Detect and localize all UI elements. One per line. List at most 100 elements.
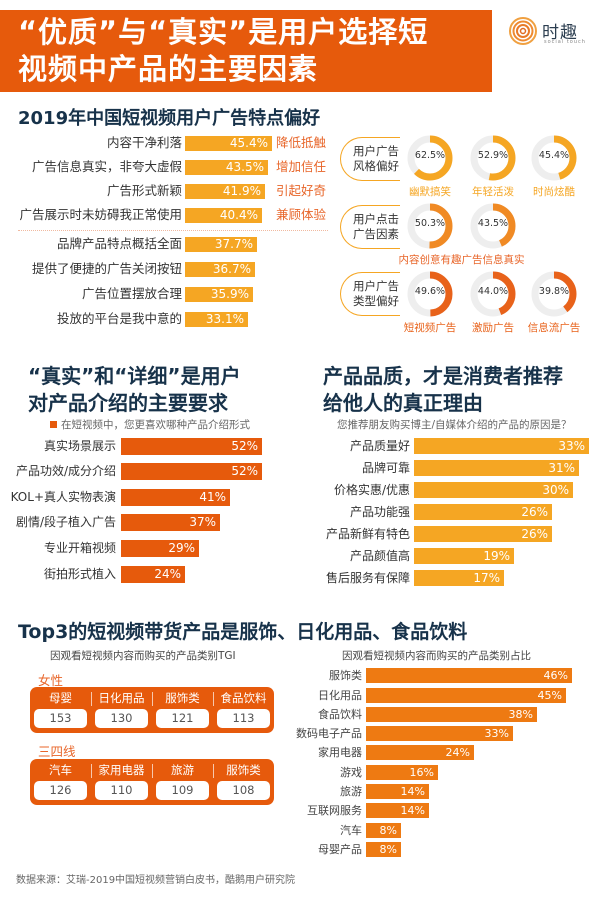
s4-value: 8%	[379, 843, 397, 856]
s2-label: 剧情/段子植入广告	[15, 515, 116, 529]
s3-label: 产品新鲜有特色	[325, 527, 410, 541]
title-banner: “优质”与“真实”是用户选择短 视频中产品的主要因素	[0, 10, 492, 92]
donut-chart: 52.9% 年轻活泼	[469, 134, 517, 198]
s2-bar: 29%	[121, 540, 199, 557]
s1-label: 投放的平台是我中意的	[56, 311, 182, 326]
s1-value: 45.4%	[229, 136, 268, 150]
donut-value: 45.4%	[538, 150, 570, 161]
section1-title: 2019年中国短视频用户广告特点偏好	[18, 108, 321, 129]
s4-bar: 8%	[366, 823, 401, 838]
s1-bar: 41.9%	[185, 184, 265, 199]
s4-value: 14%	[400, 804, 425, 817]
tgi-group-label: 三四线	[38, 744, 76, 759]
s4-label: 服饰类	[329, 669, 362, 682]
s1-label: 广告位置摆放合理	[81, 286, 182, 301]
donut-label: 广告信息真实	[461, 254, 525, 266]
s4-bar: 46%	[366, 668, 572, 683]
dotted-divider	[18, 230, 328, 231]
s1-value: 36.7%	[212, 262, 251, 276]
s1-label: 广告信息真实，非夸大虚假	[31, 159, 182, 174]
tgi-value: 113	[217, 709, 270, 728]
section2-legend: 在短视频中，您更喜欢哪种产品介绍形式	[61, 419, 250, 431]
donut-value: 50.3%	[414, 218, 446, 229]
tgi-divider	[213, 692, 214, 706]
tag-line: 用户广告	[353, 279, 399, 293]
s4-value: 46%	[543, 669, 568, 682]
tgi-category: 家用电器	[98, 763, 145, 777]
s1-value: 43.5%	[225, 160, 264, 174]
s1-value: 33.1%	[205, 312, 244, 326]
s1-bar: 45.4%	[185, 136, 272, 151]
donut-group-tag: 用户广告 类型偏好	[340, 272, 400, 316]
s1-bar: 37.7%	[185, 237, 257, 252]
concentric-circles-icon	[509, 17, 537, 45]
s4-label: 游戏	[340, 766, 362, 779]
donut-chart: 62.5% 幽默搞笑	[406, 134, 454, 198]
tgi-table-lower-tier: 汽车 126 家用电器 110 旅游 109 服饰类 108	[30, 759, 274, 805]
s1-label: 广告形式新颖	[106, 183, 182, 198]
tgi-cell: 旅游 109	[152, 759, 213, 805]
tgi-cell: 母婴 153	[30, 687, 91, 733]
s2-label: 产品功效/成分介绍	[15, 464, 116, 478]
s3-bar: 30%	[414, 482, 573, 498]
s1-label: 提供了便捷的广告关闭按钮	[31, 261, 182, 276]
s3-value: 33%	[558, 439, 585, 453]
tag-line: 用户点击	[353, 212, 399, 226]
logo-text: 时趣	[542, 23, 578, 43]
donut-value: 49.6%	[414, 286, 446, 297]
s1-row: 广告信息真实，非夸大虚假 43.5% 增加信任	[0, 158, 340, 176]
s3-label: 品牌可靠	[361, 461, 410, 475]
tgi-cell: 家用电器 110	[91, 759, 152, 805]
s2-value: 24%	[154, 567, 181, 581]
s3-label: 产品质量好	[349, 439, 410, 453]
tag-line: 用户广告	[353, 144, 399, 158]
s1-row: 内容干净利落 45.4% 降低抵触	[0, 134, 340, 152]
s1-value: 35.9%	[210, 287, 249, 301]
tgi-value: 108	[217, 781, 270, 800]
s3-bar: 17%	[414, 570, 504, 586]
tgi-category: 服饰类	[165, 691, 200, 705]
donut-label: 短视频广告	[403, 322, 457, 334]
tgi-divider	[152, 692, 153, 706]
s1-label: 内容干净利落	[106, 135, 182, 150]
s1-bar: 43.5%	[185, 160, 268, 175]
tgi-category: 汽车	[49, 763, 72, 777]
s4-value: 14%	[400, 785, 425, 798]
s1-tag: 兼顾体验	[276, 207, 327, 222]
s3-label: 产品颜值高	[349, 549, 410, 563]
tgi-category: 日化用品	[98, 691, 145, 705]
s1-row: 提供了便捷的广告关闭按钮 36.7%	[0, 260, 340, 278]
tgi-divider	[91, 692, 92, 706]
tgi-cell: 汽车 126	[30, 759, 91, 805]
page-title-line1: “优质”与“真实”是用户选择短	[18, 15, 429, 49]
s4-label: 日化用品	[318, 689, 362, 702]
s4-label: 家用电器	[318, 746, 362, 759]
donut-chart: 43.5% 广告信息真实	[462, 202, 525, 266]
title-line: 对产品介绍的主要要求	[28, 391, 228, 415]
s2-label: 街拍形式植入	[43, 567, 116, 581]
s2-bar: 52%	[121, 438, 262, 455]
s4-bar: 8%	[366, 842, 401, 857]
s2-bar: 24%	[121, 566, 185, 583]
s4-bar: 14%	[366, 784, 429, 799]
title-line: 产品品质，才是消费者推荐	[323, 364, 563, 388]
donut-label: 幽默搞笑	[409, 186, 451, 198]
s1-value: 40.4%	[219, 208, 258, 222]
s4-label: 食品饮料	[318, 708, 362, 721]
donut-chart: 44.0% 激励广告	[469, 270, 517, 334]
s2-label: KOL+真人实物表演	[10, 490, 116, 504]
donut-value: 44.0%	[477, 286, 509, 297]
s1-value: 41.9%	[222, 184, 261, 198]
tgi-cell: 日化用品 130	[91, 687, 152, 733]
donut-value: 62.5%	[414, 150, 446, 161]
s4-value: 33%	[484, 727, 509, 740]
s3-label: 售后服务有保障	[325, 571, 410, 585]
s1-row: 广告形式新颖 41.9% 引起好奇	[0, 182, 340, 200]
s1-label: 广告展示时未妨碍我正常使用	[19, 207, 182, 222]
s1-bar: 36.7%	[185, 262, 255, 277]
donut-group-tag: 用户点击 广告因素	[340, 205, 400, 249]
tgi-category: 食品饮料	[220, 691, 267, 705]
donut-chart: 45.4% 时尚炫酷	[530, 134, 578, 198]
donut-label: 激励广告	[472, 322, 514, 334]
s3-bar: 19%	[414, 548, 514, 564]
